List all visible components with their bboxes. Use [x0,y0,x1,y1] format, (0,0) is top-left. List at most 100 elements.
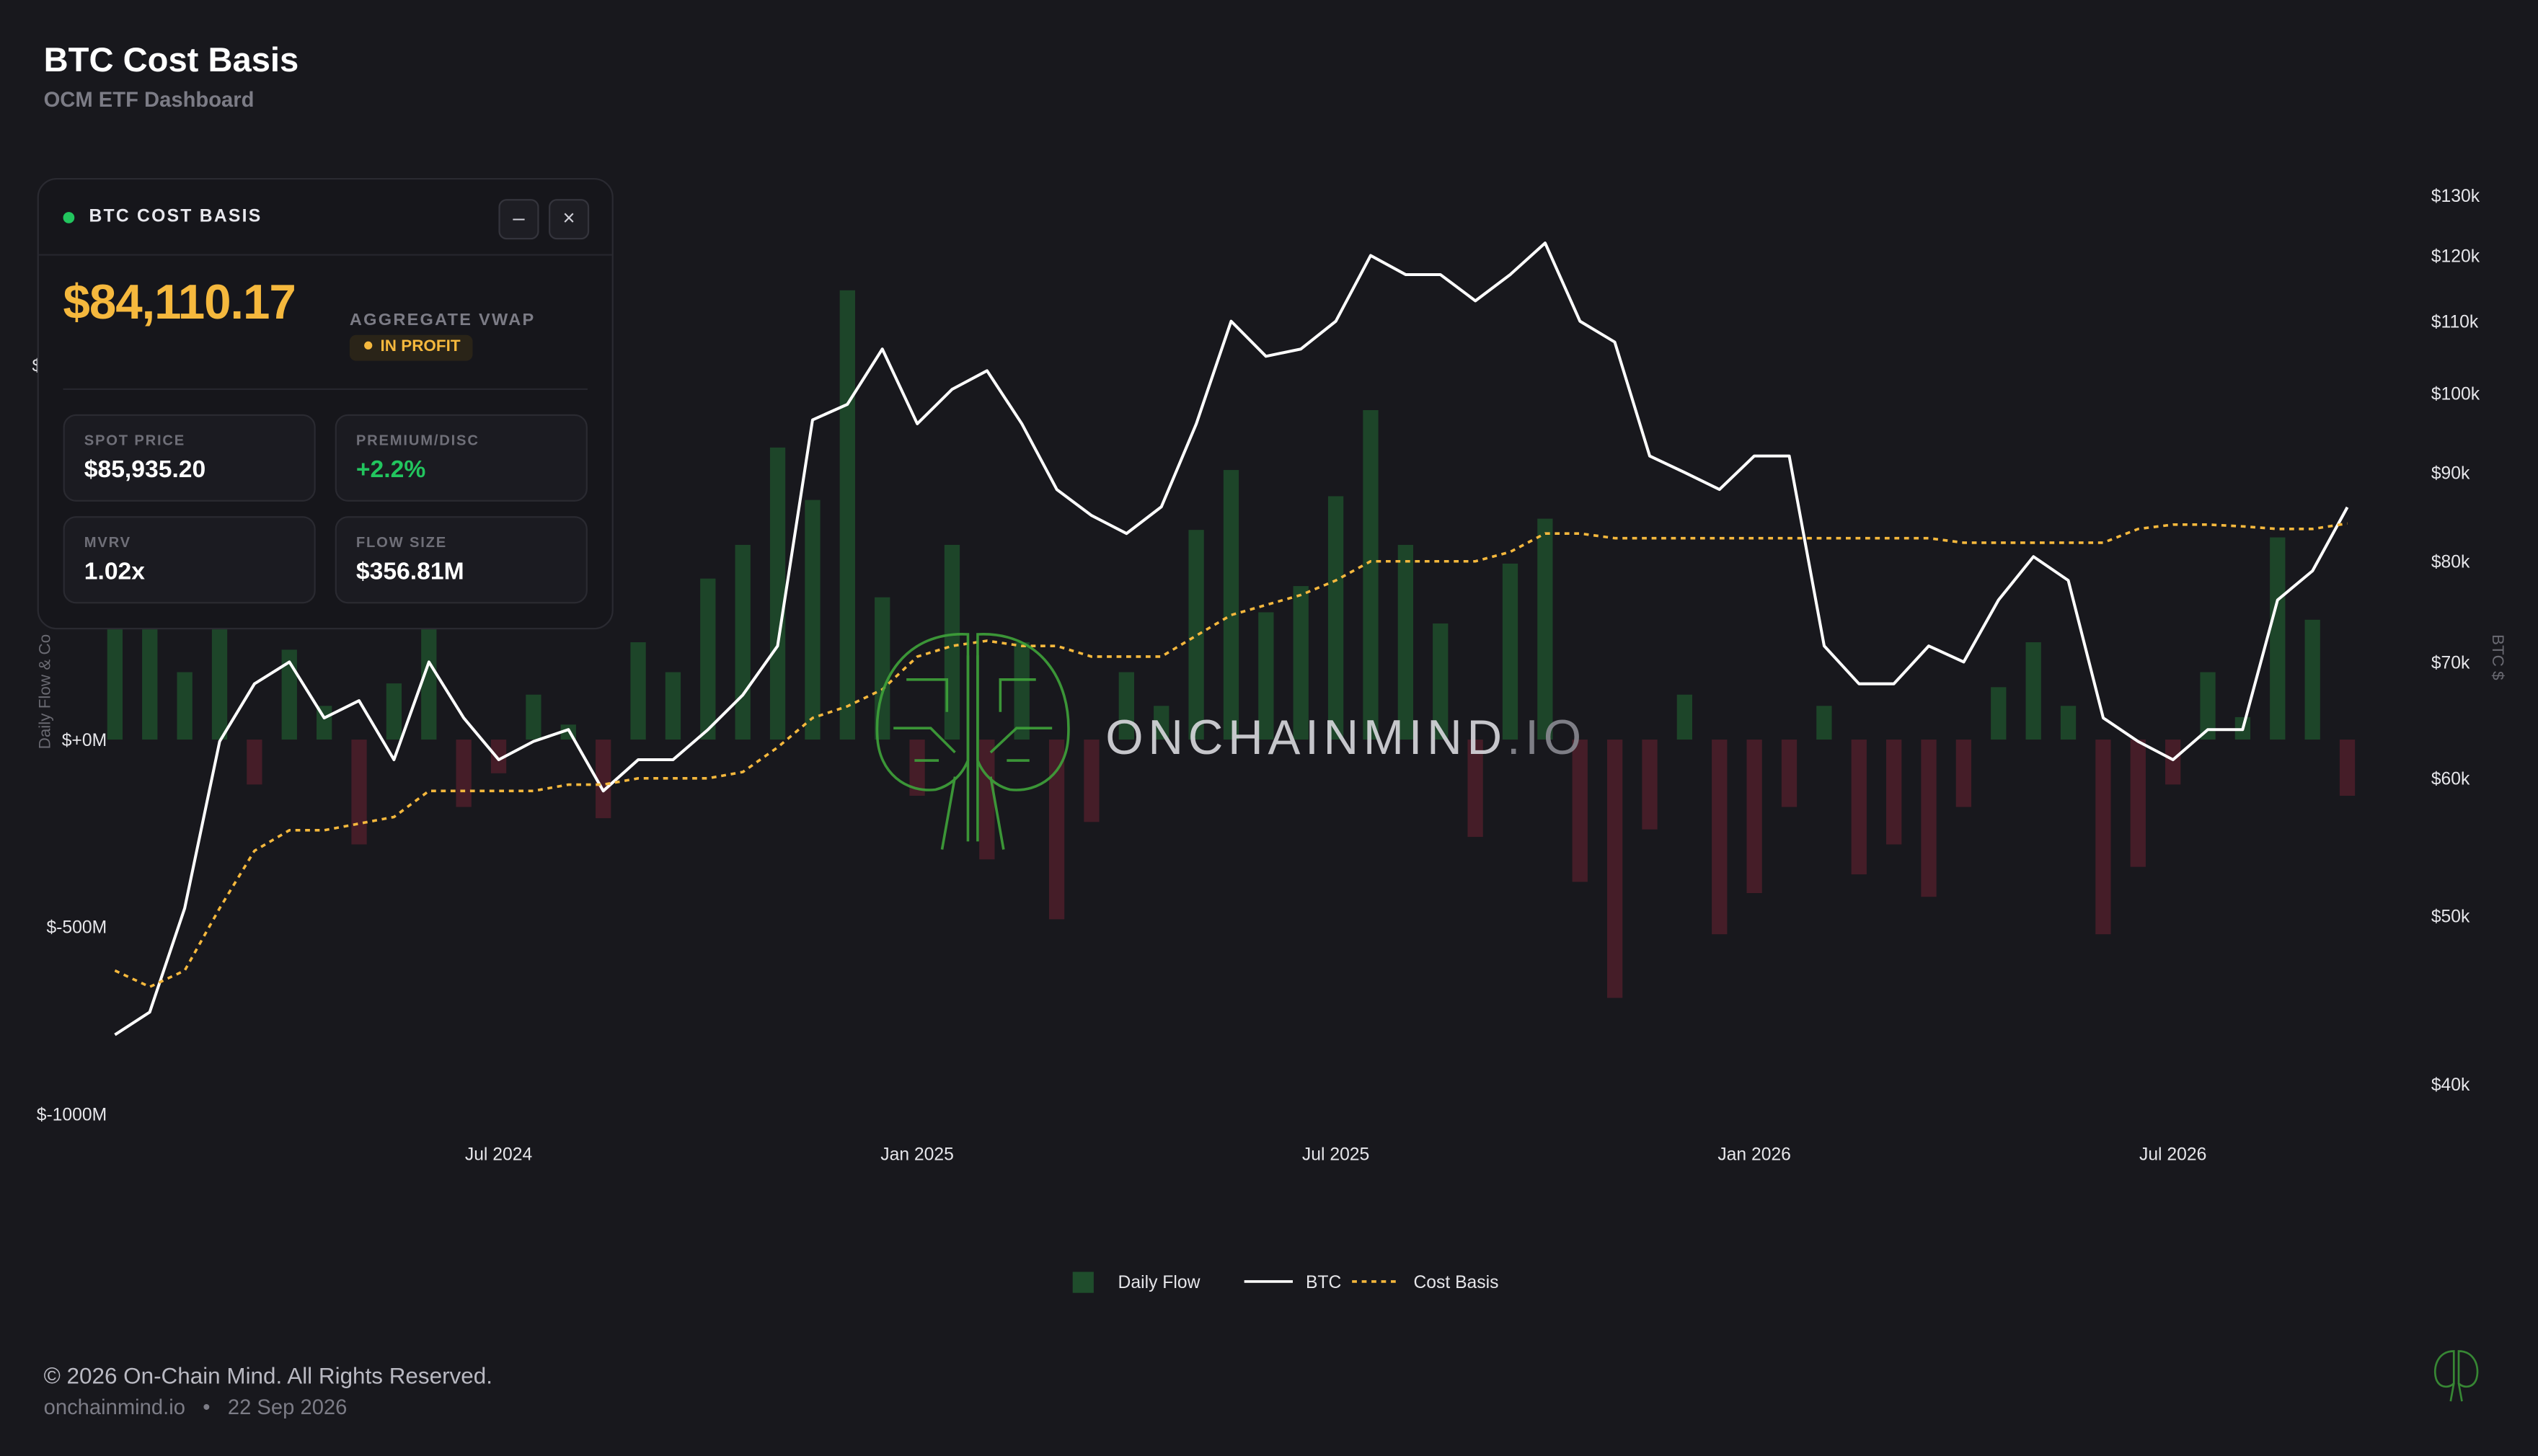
stat-label: PREMIUM/DISC [355,432,479,448]
minimize-button[interactable]: – [498,199,539,240]
y2-axis-title: BTC $ [2489,634,2507,680]
footer-meta: onchainmind.io • 22 Sep 2026 [44,1395,348,1419]
flow-bar [2025,642,2041,740]
flow-bar [2165,740,2181,785]
watermark-suffix: .IO [1507,711,1586,765]
flow-bar [1188,530,1204,740]
flow-bar [421,623,437,740]
date: 22 Sep 2026 [227,1395,348,1419]
flow-bar [1712,740,1728,935]
flow-bar [1921,740,1937,897]
flow-bar [1991,687,2007,740]
site-link[interactable]: onchainmind.io [43,1395,185,1419]
y2-tick-label: $90k [2431,463,2470,483]
flow-bar [1642,740,1658,830]
flow-bar [735,544,751,740]
flow-bar [177,672,193,740]
btc-line [114,241,2349,1036]
flow-bar [351,740,367,845]
y2-tick-label: $40k [2431,1075,2470,1095]
flow-bar [2304,619,2320,740]
flow-bar [1397,544,1414,740]
flow-bar [1327,496,1344,740]
flow-bar [944,544,960,740]
flow-bar [1258,612,1274,740]
copyright: © 2026 On-Chain Mind. All Rights Reserve… [43,1362,492,1389]
cost-basis-line [114,522,2348,988]
flow-bar [909,740,925,796]
footer-logo [2434,1350,2479,1402]
flow-bar [839,290,855,740]
watermark: ONCHAINMIND.IO [875,633,1586,850]
status-text: IN PROFIT [380,338,461,356]
y2-tick-label: $70k [2431,653,2470,672]
y2-tick-label: $100k [2431,384,2480,404]
legend-label: Daily Flow [1118,1273,1201,1292]
stat-label: MVRV [84,533,131,551]
y2-tick-label: $110k [2431,313,2479,332]
separator: • [203,1395,211,1419]
flow-bar [2060,706,2077,740]
flow-bar [1154,706,1169,740]
flow-bar [1851,740,1867,875]
stat-value: $356.81M [355,558,464,586]
y2-tick-label: $60k [2431,770,2470,789]
y-tick-label: $+0M [62,731,107,750]
y2-tick-label: $50k [2431,907,2470,926]
y2-tick-label: $80k [2431,553,2470,572]
flow-bar [1955,740,1972,807]
subtitle: OCM ETF Dashboard [43,87,255,112]
flow-bar [2200,672,2216,740]
stat-card: SPOT PRICE $85,935.20 [63,414,316,502]
flow-bar [1606,740,1623,998]
flow-bar [1014,642,1030,740]
flow-bar [769,447,786,740]
flow-bar [805,500,821,740]
stat-label: FLOW SIZE [355,533,448,551]
value-caption: AGGREGATE VWAP [349,311,536,330]
flow-bar [107,608,123,740]
y-tick-label: $-500M [46,918,107,938]
flow-bar [456,740,472,807]
flow-bar [1676,694,1693,740]
flow-bar [979,740,995,860]
title: BTC Cost Basis [43,42,299,80]
flow-bar [281,649,297,740]
flow-bar [2095,740,2111,935]
close-button[interactable]: × [549,199,590,240]
y2-tick-label: $120k [2431,247,2480,267]
x-tick-label: Jul 2026 [2139,1145,2206,1165]
status-badge: IN PROFIT [349,334,474,361]
stats-panel: BTC COST BASIS – × $84,110.17 AGGREGATE … [37,177,614,630]
flow-bar [1223,470,1239,740]
x-tick-label: Jul 2024 [465,1145,532,1165]
status-dot [63,212,75,223]
flow-bar [526,694,541,740]
flow-bar [1433,623,1449,740]
stat-card: PREMIUM/DISC +2.2% [335,414,588,502]
legend-swatch [1072,1271,1094,1293]
y-axis-title: Daily Flow & Co [36,634,54,750]
watermark-logo [875,633,1070,850]
divider [63,388,588,391]
stat-card: FLOW SIZE $356.81M [335,516,588,604]
y2-tick-label: $130k [2431,187,2480,206]
flow-bar [1502,563,1518,740]
cost-basis-value: $84,110.17 [63,276,296,330]
flow-bar [1886,740,1902,845]
flow-bar [1746,740,1762,894]
flow-bar [247,740,262,785]
stat-value: $85,935.20 [84,456,206,484]
flow-bar [1084,740,1100,822]
watermark-name: ONCHAINMIND [1105,711,1507,765]
panel-title: BTC COST BASIS [89,207,262,227]
flow-bar [1048,740,1065,920]
stat-card: MVRV 1.02x [63,516,316,604]
flow-bar [1781,740,1798,807]
flow-bar [1572,740,1588,882]
flow-bar [1118,672,1134,740]
flow-bar [2270,537,2286,740]
x-tick-label: Jan 2026 [1717,1145,1791,1165]
